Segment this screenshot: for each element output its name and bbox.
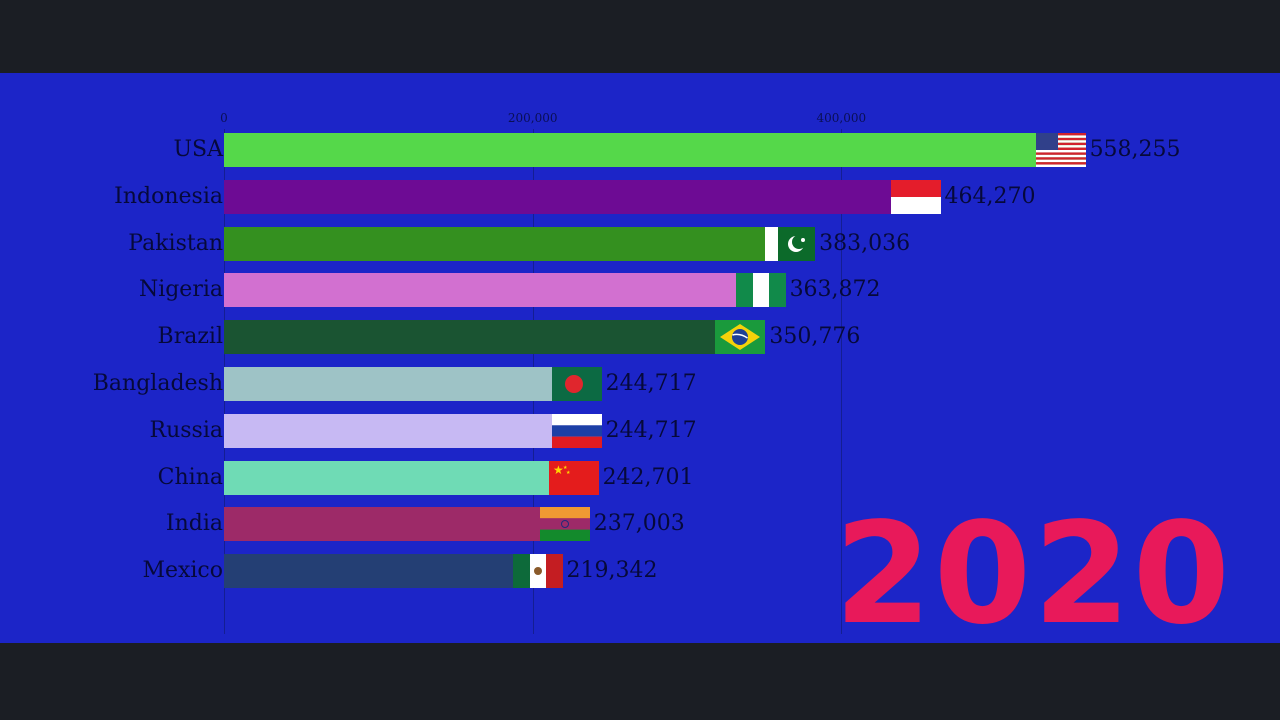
value-label: 350,776 (769, 324, 861, 350)
bar (224, 273, 786, 308)
value-label: 383,036 (819, 230, 911, 256)
value-label: 558,255 (1089, 137, 1181, 162)
category-label: Brazil (157, 324, 223, 350)
category-label: China (157, 464, 223, 490)
value-label: 242,701 (602, 464, 694, 490)
category-label: Bangladesh (92, 371, 223, 396)
category-label: India (165, 511, 223, 537)
flag-icon (890, 179, 941, 214)
category-label: Nigeria (138, 277, 223, 303)
flag-icon (735, 273, 786, 308)
svg-text:★: ★ (563, 465, 568, 471)
svg-text:★: ★ (566, 470, 571, 476)
chart-stage: 0 200,000 400,000 USA 558,255 Indonesia 464,27… (0, 73, 1280, 656)
bar (224, 507, 590, 542)
bar (224, 133, 1086, 167)
gridline (841, 129, 843, 634)
value-label: 219,342 (566, 558, 658, 584)
bar (224, 554, 563, 589)
category-label: Indonesia (114, 183, 223, 209)
category-label: Pakistan (128, 230, 223, 256)
value-label: 464,270 (944, 183, 1036, 209)
category-label: Mexico (142, 558, 223, 584)
flag-icon (551, 367, 602, 401)
bar (224, 226, 816, 261)
flag-icon (539, 507, 590, 542)
x-tick-label: 0 (220, 111, 228, 125)
x-tick-label: 400,000 (816, 111, 867, 125)
value-label: 237,003 (593, 511, 685, 537)
flag-icon (765, 226, 816, 261)
bar (224, 413, 602, 448)
flag-icon (551, 413, 602, 448)
value-label: 244,717 (605, 371, 697, 396)
value-label: 363,872 (789, 277, 881, 303)
x-tick-label: 200,000 (507, 111, 558, 125)
year-label: 2020 (834, 493, 1232, 656)
category-label: USA (173, 137, 224, 162)
bar (224, 460, 599, 495)
bar (224, 367, 602, 401)
flag-icon: ★ ★ ★ (548, 460, 599, 495)
bar (224, 179, 941, 214)
bar (224, 320, 766, 355)
flag-icon (512, 554, 563, 589)
value-label: 244,717 (605, 417, 697, 443)
category-label: Russia (149, 417, 223, 443)
svg-text:★: ★ (553, 463, 564, 477)
flag-icon (715, 320, 766, 355)
flag-icon (1035, 133, 1086, 167)
